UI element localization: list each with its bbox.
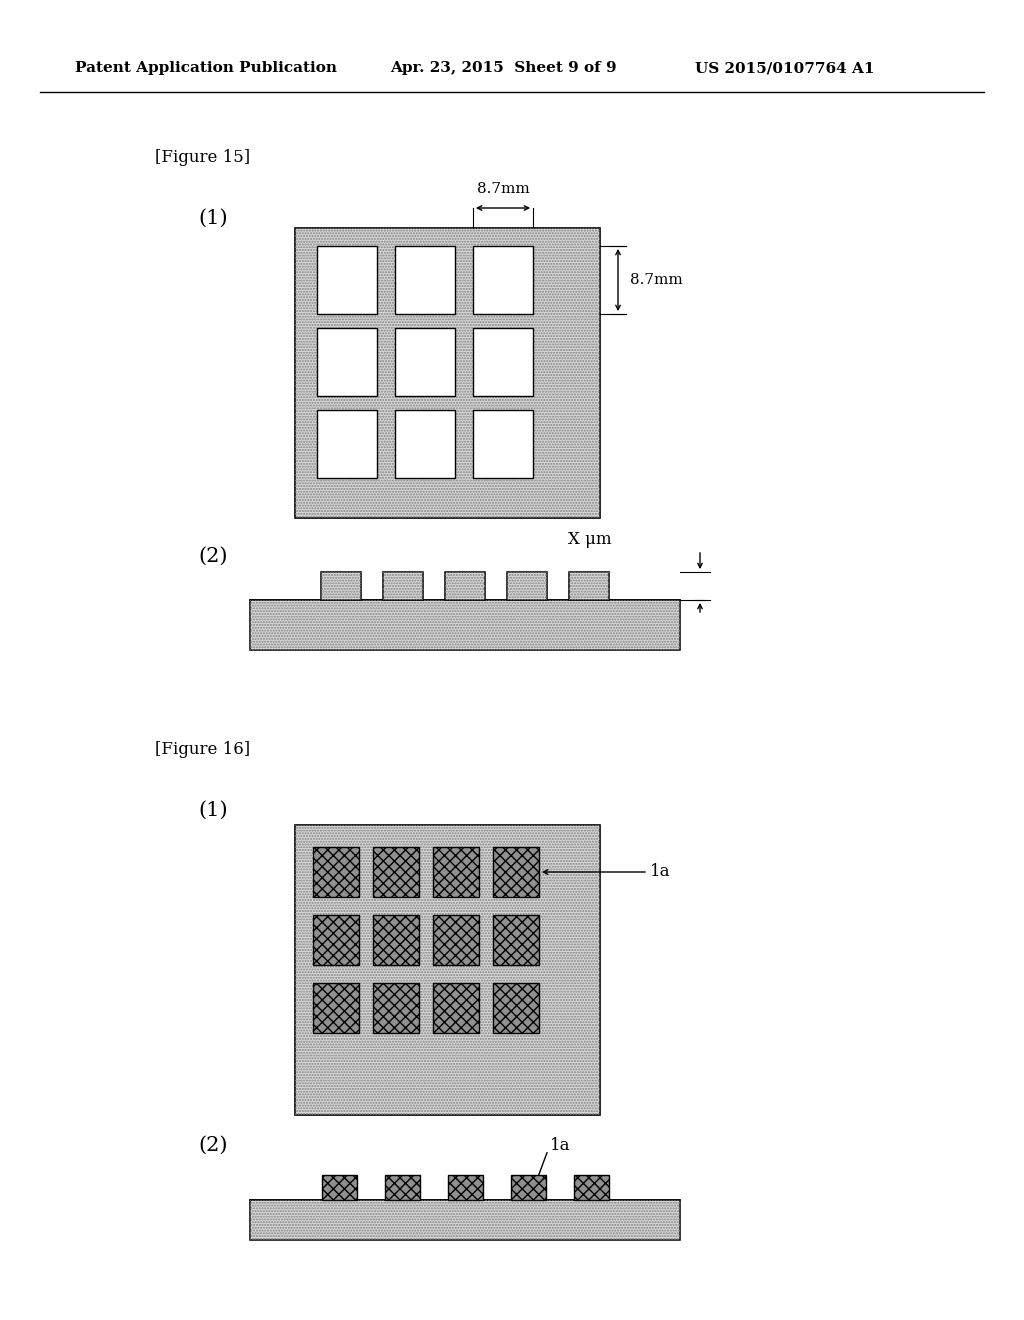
Text: (1): (1) xyxy=(198,800,227,820)
Text: Apr. 23, 2015  Sheet 9 of 9: Apr. 23, 2015 Sheet 9 of 9 xyxy=(390,61,616,75)
Bar xyxy=(473,246,534,314)
Bar xyxy=(321,572,361,601)
Bar xyxy=(317,246,377,314)
Bar xyxy=(493,915,539,965)
Bar xyxy=(395,411,455,478)
Bar xyxy=(433,847,479,898)
Bar xyxy=(373,915,419,965)
Bar xyxy=(433,915,479,965)
Bar xyxy=(295,228,600,517)
Bar xyxy=(373,915,419,965)
Text: (1): (1) xyxy=(198,209,227,227)
Bar xyxy=(373,983,419,1034)
Bar xyxy=(317,327,377,396)
Bar xyxy=(507,572,547,601)
Bar xyxy=(313,847,359,898)
Bar xyxy=(433,847,479,898)
Bar xyxy=(383,572,423,601)
Bar xyxy=(447,1175,482,1200)
Bar xyxy=(445,572,485,601)
Bar xyxy=(384,1175,420,1200)
Bar xyxy=(373,847,419,898)
Text: 1a: 1a xyxy=(550,1137,570,1154)
Bar xyxy=(445,572,485,601)
Bar xyxy=(250,601,680,649)
Bar xyxy=(295,825,600,1115)
Text: [Figure 15]: [Figure 15] xyxy=(155,149,250,166)
Bar xyxy=(493,983,539,1034)
Bar xyxy=(473,411,534,478)
Bar xyxy=(511,1175,546,1200)
Bar xyxy=(507,572,547,601)
Bar xyxy=(384,1175,420,1200)
Bar xyxy=(313,983,359,1034)
Bar xyxy=(250,601,680,649)
Bar xyxy=(493,915,539,965)
Bar xyxy=(322,1175,356,1200)
Bar xyxy=(493,847,539,898)
Bar xyxy=(395,327,455,396)
Bar xyxy=(295,228,600,517)
Text: (2): (2) xyxy=(198,1135,227,1155)
Bar xyxy=(295,825,600,1115)
Bar xyxy=(473,327,534,396)
Bar xyxy=(447,1175,482,1200)
Text: X μm: X μm xyxy=(568,531,611,548)
Bar xyxy=(321,572,361,601)
Bar xyxy=(313,983,359,1034)
Bar xyxy=(313,915,359,965)
Bar xyxy=(433,983,479,1034)
Text: [Figure 16]: [Figure 16] xyxy=(155,742,250,759)
Text: 8.7mm: 8.7mm xyxy=(630,273,683,286)
Bar xyxy=(322,1175,356,1200)
Text: Patent Application Publication: Patent Application Publication xyxy=(75,61,337,75)
Bar xyxy=(433,983,479,1034)
Bar xyxy=(569,572,609,601)
Bar xyxy=(373,847,419,898)
Bar xyxy=(433,915,479,965)
Bar xyxy=(313,847,359,898)
Text: 1a: 1a xyxy=(650,863,671,880)
Bar xyxy=(395,246,455,314)
Text: US 2015/0107764 A1: US 2015/0107764 A1 xyxy=(695,61,874,75)
Bar xyxy=(511,1175,546,1200)
Bar xyxy=(313,915,359,965)
Bar xyxy=(493,983,539,1034)
Bar xyxy=(250,1200,680,1239)
Bar xyxy=(250,1200,680,1239)
Text: (2): (2) xyxy=(198,546,227,565)
Text: 8.7mm: 8.7mm xyxy=(476,182,529,195)
Bar xyxy=(573,1175,608,1200)
Bar xyxy=(317,411,377,478)
Bar xyxy=(383,572,423,601)
Bar xyxy=(573,1175,608,1200)
Bar xyxy=(373,983,419,1034)
Bar xyxy=(493,847,539,898)
Bar xyxy=(569,572,609,601)
